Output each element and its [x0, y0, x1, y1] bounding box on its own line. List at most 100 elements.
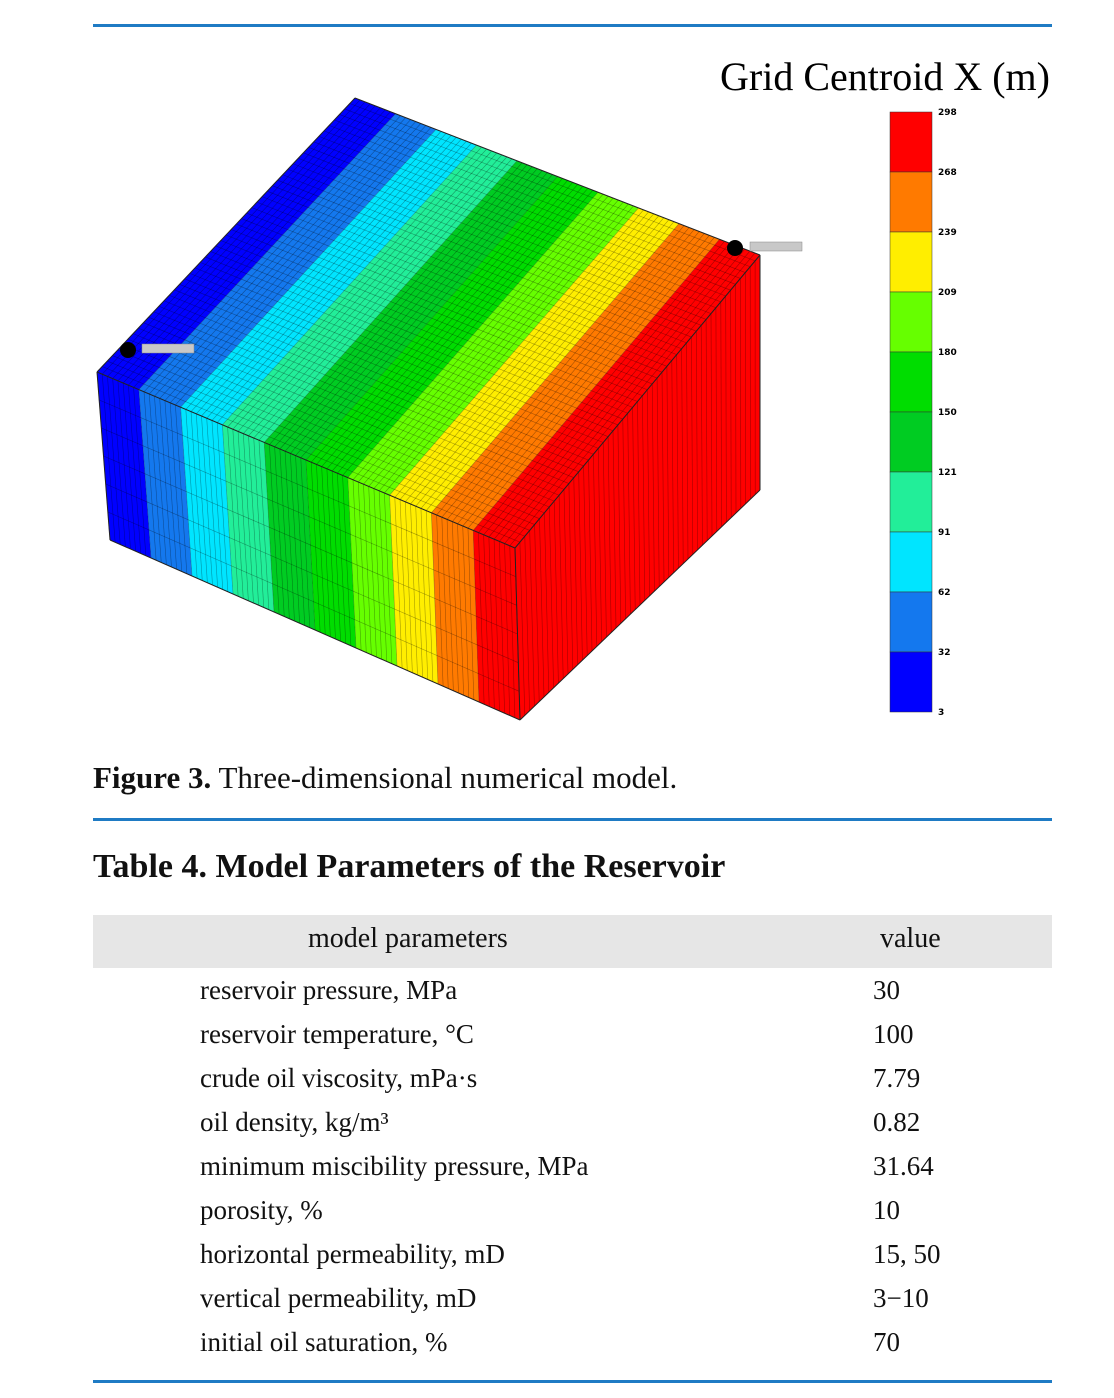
model-top-band [306, 176, 598, 478]
grid-cell-line [295, 455, 306, 626]
grid-cell-line [656, 378, 660, 587]
grid-cell-line [290, 453, 300, 624]
grid-cell-line [509, 545, 516, 718]
grid-cell-line [352, 479, 362, 651]
grid-cell-line [410, 503, 418, 676]
model-front-band [138, 389, 192, 576]
colorbar-label: 3 [938, 708, 944, 718]
grid-cell-line [122, 382, 136, 552]
parameter-cell: minimum miscibility pressure, MPa [200, 1151, 589, 1181]
grid-cell-line [225, 234, 638, 402]
colorbar-label: 268 [938, 168, 957, 178]
grid-cell-line [220, 240, 633, 408]
grid-cell-line [681, 348, 684, 564]
grid-cell-line [358, 195, 609, 483]
grid-cell-line [112, 103, 371, 379]
model-top-band [473, 239, 760, 549]
model-front-band [389, 495, 438, 684]
grid-cell-line [349, 103, 756, 262]
grid-cell-line [504, 543, 511, 716]
grid-cell-line [267, 190, 677, 355]
grid-cell-line [190, 411, 203, 581]
grid-cell-line [311, 178, 563, 463]
grid-cell-line [253, 156, 508, 439]
table-title: Table 4. Model Parameters of the Reservo… [93, 848, 725, 886]
grid-cell-line [190, 133, 447, 412]
colorbar-segment [889, 411, 933, 473]
grid-cell-line [378, 490, 388, 662]
grid-cell-line [107, 376, 121, 545]
grid-cell-line [164, 123, 422, 401]
grid-cell-line [405, 213, 654, 502]
grid-cell-line [303, 152, 712, 314]
grid-cell-line [339, 114, 746, 273]
table-title-text: Model Parameters of the Reservoir [215, 848, 726, 885]
grid-cell-line [174, 289, 589, 461]
grid-cell-line [159, 121, 416, 399]
grid-cell-line [148, 316, 565, 490]
colorbar-label: 32 [938, 648, 951, 658]
colorbar-segment [889, 291, 933, 353]
model-edge [109, 539, 521, 721]
grid-cell-line [102, 366, 521, 543]
grid-cell-line [431, 223, 680, 513]
value-cell: 0.82 [873, 1107, 921, 1137]
grid-cell-line [258, 440, 270, 610]
colorbar-label: 298 [938, 108, 957, 118]
grid-cell-line [274, 446, 285, 617]
grid-cell-line [107, 511, 520, 692]
parameter-cell: vertical permeability, mD [200, 1283, 477, 1313]
grid-cell-line [452, 231, 700, 522]
grid-cell-line [321, 182, 573, 467]
grid-cell-line [373, 488, 382, 660]
grid-cell-line [457, 523, 464, 696]
grid-cell-line [462, 525, 470, 698]
parameter-cell: initial oil saturation, % [200, 1327, 448, 1357]
grid-cell-line [384, 492, 393, 664]
grid-cell-line [148, 393, 162, 563]
grid-cell-line [558, 495, 564, 679]
grid-cell-line [420, 508, 429, 680]
table-header: model parameters value [93, 915, 1052, 968]
model-top-band [180, 129, 477, 425]
grid-cell-line [710, 313, 713, 537]
grid-cell-line [415, 217, 665, 507]
grid-cell-line [272, 185, 682, 350]
grid-cell-line [138, 389, 152, 559]
grid-cell-line [504, 250, 751, 544]
grid-cell-line [337, 188, 589, 474]
grid-cell-line [279, 448, 290, 619]
grid-cell-line [730, 290, 732, 518]
grid-cell-line [725, 296, 727, 523]
parameter-cell: porosity, % [200, 1195, 323, 1225]
grid-cell-line [337, 473, 347, 644]
grid-cell-line [318, 136, 726, 297]
model-top-band [347, 192, 639, 496]
grid-cell-line [493, 246, 740, 540]
grid-cell-line [539, 518, 545, 698]
grid-cell-line [122, 344, 540, 519]
grid-cell-line [169, 125, 427, 404]
grid-cell-line [112, 378, 126, 547]
grid-cell-line [211, 420, 224, 590]
grid-cell-line [175, 404, 188, 574]
grid-cell-line [686, 342, 689, 560]
colorbar-segment [889, 651, 933, 713]
colorbar-segment [889, 111, 933, 173]
grid-cell-line [583, 465, 588, 656]
grid-cell-line [295, 172, 548, 456]
grid-cell-line [206, 139, 462, 419]
grid-cell-line [246, 212, 658, 379]
grid-cell-line [399, 499, 408, 671]
grid-cell-line [248, 154, 503, 437]
grid-cell-line [651, 383, 655, 592]
grid-cell-line [553, 501, 559, 684]
model-front-band [306, 460, 356, 648]
grid-cell-line [316, 180, 568, 465]
grid-cell-line [154, 396, 167, 565]
grid-cell-line [488, 536, 495, 709]
grid-cell-line [617, 424, 622, 624]
grid-cell-line [107, 101, 366, 377]
grid-cell-line [637, 401, 641, 606]
grid-cell-line [232, 429, 244, 599]
